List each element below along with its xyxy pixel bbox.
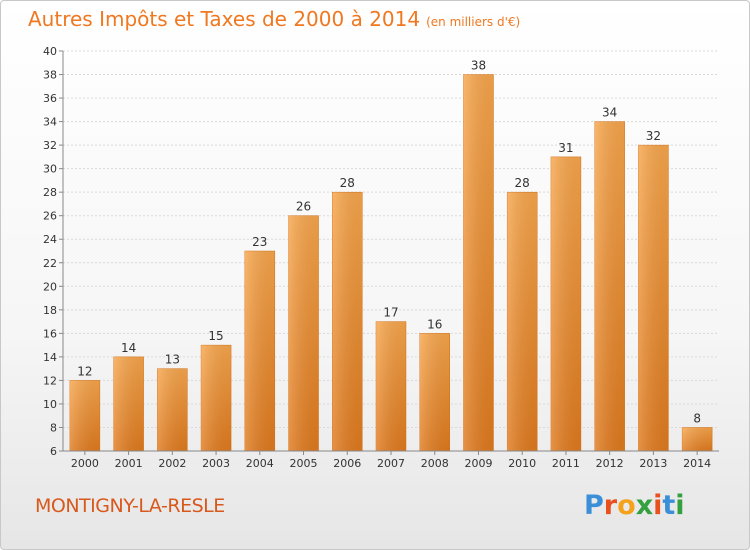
bar-shade — [332, 192, 363, 452]
y-tick-label: 10 — [43, 398, 57, 411]
data-label: 15 — [208, 329, 223, 343]
y-tick-label: 30 — [43, 163, 57, 176]
x-tick-label: 2012 — [596, 457, 624, 470]
data-label: 38 — [471, 59, 486, 73]
bar-shade — [201, 345, 232, 451]
bar-shade — [244, 251, 275, 451]
x-tick-label: 2014 — [683, 457, 711, 470]
x-tick-label: 2013 — [639, 457, 667, 470]
bar-shade — [157, 368, 188, 451]
y-tick-label: 12 — [43, 374, 57, 387]
bar-shade — [69, 380, 100, 451]
bar-shade — [682, 427, 713, 451]
y-tick-label: 24 — [43, 233, 57, 246]
chart-title: Autres Impôts et Taxes de 2000 à 2014 (en… — [28, 7, 520, 31]
data-label: 28 — [340, 176, 355, 190]
x-tick-label: 2008 — [421, 457, 449, 470]
bar-shade — [113, 356, 144, 451]
logo-letter: i — [675, 490, 685, 521]
x-tick-label: 2010 — [508, 457, 536, 470]
y-tick-label: 22 — [43, 257, 57, 270]
y-axis: 6 8 10 12 14 16 18 20 22 24 26 28 30 32 34 36 38 40 — [43, 45, 64, 458]
y-tick-label: 40 — [43, 45, 57, 58]
data-label: 23 — [252, 235, 267, 249]
x-tick-label: 2001 — [115, 457, 143, 470]
x-tick-label: 2006 — [333, 457, 361, 470]
data-label: 28 — [515, 176, 530, 190]
y-tick-label: 20 — [43, 280, 57, 293]
y-tick-label: 28 — [43, 186, 57, 199]
x-tick-label: 2011 — [552, 457, 580, 470]
data-label: 14 — [121, 341, 136, 355]
proxiti-logo[interactable]: Proxiti — [584, 490, 685, 521]
data-label: 12 — [77, 364, 92, 378]
logo-letter: o — [617, 490, 636, 521]
x-tick-label: 2002 — [158, 457, 186, 470]
data-label: 8 — [693, 411, 701, 425]
title-text: Autres Impôts et Taxes de 2000 à 2014 — [28, 7, 421, 31]
logo-letter: x — [635, 490, 654, 521]
logo-letter: t — [662, 490, 676, 521]
x-tick-label: 2003 — [202, 457, 230, 470]
x-tick-label: 2004 — [246, 457, 274, 470]
y-tick-label: 38 — [43, 69, 57, 82]
y-tick-label: 36 — [43, 92, 57, 105]
y-tick-label: 18 — [43, 304, 57, 317]
data-label: 16 — [427, 317, 442, 331]
x-tick-label: 2005 — [290, 457, 318, 470]
data-label: 32 — [646, 129, 661, 143]
x-tick-label: 2007 — [377, 457, 405, 470]
logo-letter: P — [584, 490, 604, 521]
y-tick-label: 14 — [43, 351, 57, 364]
data-label: 26 — [296, 200, 311, 214]
bar-shade — [376, 321, 406, 451]
data-label: 13 — [165, 353, 180, 367]
bar-shade — [463, 74, 494, 451]
bar-shade — [419, 333, 450, 451]
y-tick-label: 8 — [50, 421, 57, 434]
y-tick-label: 32 — [43, 139, 57, 152]
bar-shade — [288, 215, 319, 451]
data-label: 31 — [558, 141, 573, 155]
x-axis: 2000 2001 2002 2003 2004 2005 2006 2007 2008 2009… — [63, 450, 719, 470]
data-label: 34 — [602, 106, 617, 120]
unit-label: (en milliers d'€) — [426, 15, 521, 29]
bar-shade — [550, 156, 581, 451]
data-label: 17 — [383, 306, 398, 320]
bars-group: 12 14 13 15 23 26 28 17 16 38 28 31 34 32 8 — [69, 59, 713, 452]
logo-letter: r — [603, 490, 618, 521]
bar-shade — [507, 192, 538, 452]
x-tick-label: 2009 — [464, 457, 492, 470]
y-tick-label: 16 — [43, 327, 57, 340]
logo-letter: i — [653, 490, 663, 521]
y-tick-label: 6 — [50, 445, 57, 458]
bar-shade — [638, 145, 669, 451]
y-tick-label: 34 — [43, 116, 57, 129]
commune-name: MONTIGNY-LA-RESLE — [35, 495, 225, 517]
y-tick-label: 26 — [43, 210, 57, 223]
bar-shade — [594, 121, 625, 452]
x-tick-label: 2000 — [71, 457, 99, 470]
